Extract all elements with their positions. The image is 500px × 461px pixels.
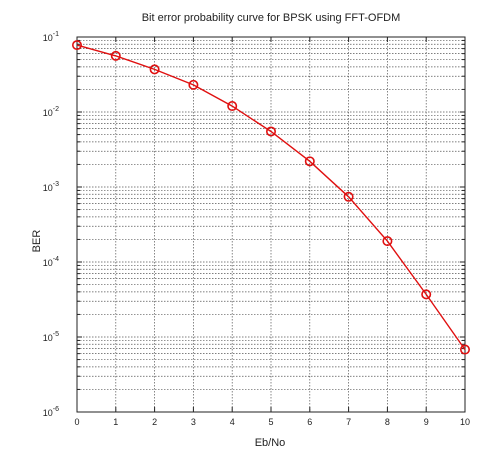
y-tick-label: 10-5 bbox=[43, 331, 59, 343]
data-point bbox=[382, 236, 393, 247]
series-layer bbox=[72, 40, 470, 355]
data-point bbox=[110, 50, 121, 61]
x-tick-label: 10 bbox=[460, 417, 470, 427]
y-tick-label: 10-4 bbox=[43, 256, 59, 268]
y-tick-label: 10-2 bbox=[43, 106, 59, 118]
y-tick-label: 10-1 bbox=[43, 31, 59, 43]
x-tick-label: 2 bbox=[152, 417, 157, 427]
data-point bbox=[421, 289, 432, 300]
x-tick-label: 3 bbox=[191, 417, 196, 427]
x-tick-label: 4 bbox=[230, 417, 235, 427]
x-tick-label: 0 bbox=[74, 417, 79, 427]
x-tick-label: 6 bbox=[307, 417, 312, 427]
y-tick-label: 10-3 bbox=[43, 181, 59, 193]
x-axis-label: Eb/No bbox=[255, 437, 286, 449]
x-tick-label: 8 bbox=[385, 417, 390, 427]
grid-lines bbox=[77, 37, 465, 412]
data-point bbox=[149, 64, 160, 75]
x-tick-label: 9 bbox=[424, 417, 429, 427]
x-tick-label: 7 bbox=[346, 417, 351, 427]
y-tick-label: 10-6 bbox=[43, 406, 59, 418]
y-axis-label: BER bbox=[31, 230, 43, 253]
x-tick-label: 1 bbox=[113, 417, 118, 427]
y-tick-labels: 10-1 10-2 10-3 10-4 10-5 10-6 bbox=[43, 31, 59, 418]
data-point bbox=[343, 191, 354, 202]
chart-title: Bit error probability curve for BPSK usi… bbox=[142, 12, 401, 24]
data-point bbox=[227, 101, 238, 112]
data-point bbox=[304, 156, 315, 167]
series-line bbox=[76, 44, 466, 351]
x-tick-label: 5 bbox=[268, 417, 273, 427]
x-tick-labels: 0 1 2 3 4 5 6 7 8 9 10 bbox=[74, 417, 470, 427]
data-point bbox=[72, 40, 83, 51]
data-point bbox=[459, 344, 470, 355]
data-point bbox=[265, 126, 276, 137]
data-point bbox=[188, 79, 199, 90]
